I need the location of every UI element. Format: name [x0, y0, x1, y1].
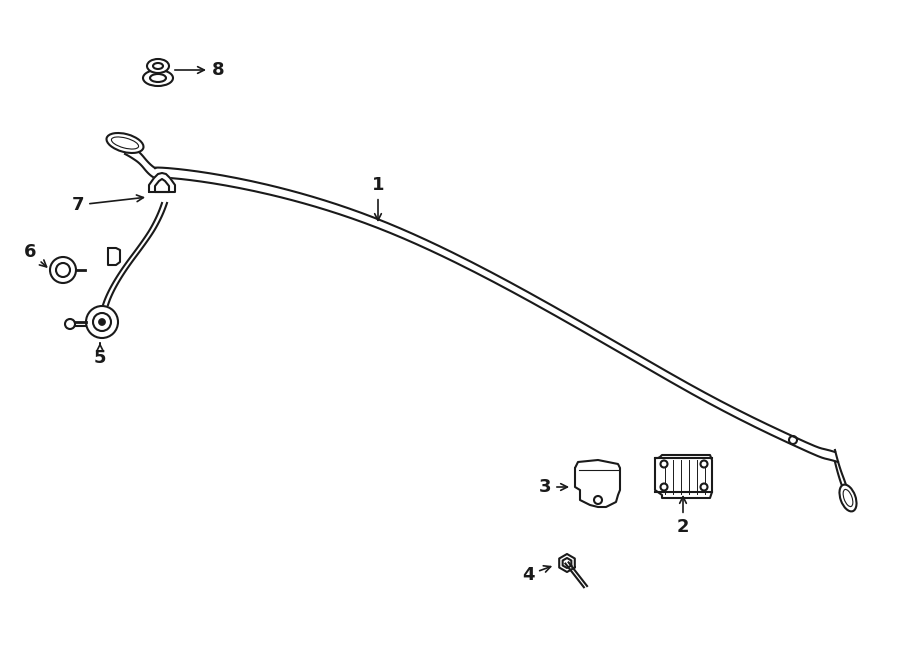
Circle shape — [700, 483, 707, 490]
Polygon shape — [108, 248, 120, 265]
Text: 2: 2 — [677, 496, 689, 536]
Ellipse shape — [150, 74, 166, 82]
Circle shape — [98, 319, 105, 325]
Circle shape — [50, 257, 76, 283]
Ellipse shape — [143, 70, 173, 86]
Ellipse shape — [147, 59, 169, 73]
Circle shape — [93, 313, 111, 331]
Polygon shape — [559, 554, 575, 572]
Polygon shape — [655, 455, 712, 498]
Ellipse shape — [840, 485, 857, 512]
Circle shape — [661, 483, 668, 490]
Text: 5: 5 — [94, 343, 106, 367]
Text: 1: 1 — [372, 176, 384, 220]
Circle shape — [700, 461, 707, 467]
Circle shape — [56, 263, 70, 277]
Ellipse shape — [153, 63, 163, 69]
Polygon shape — [575, 460, 620, 507]
Ellipse shape — [106, 133, 143, 153]
Text: 6: 6 — [23, 243, 47, 267]
Circle shape — [661, 461, 668, 467]
Circle shape — [86, 306, 118, 338]
Text: 4: 4 — [522, 566, 551, 584]
Circle shape — [594, 496, 602, 504]
Text: 3: 3 — [539, 478, 567, 496]
Text: 8: 8 — [175, 61, 224, 79]
Polygon shape — [149, 173, 175, 192]
Text: 7: 7 — [72, 195, 143, 214]
Circle shape — [65, 319, 75, 329]
